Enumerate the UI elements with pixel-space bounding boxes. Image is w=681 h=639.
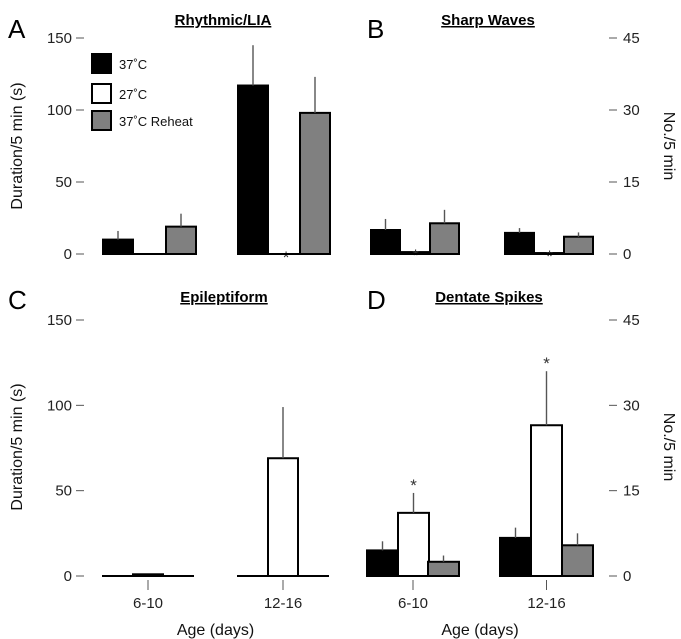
panel-letter: B	[367, 14, 384, 44]
bar	[267, 457, 299, 577]
y-tick-label: 0	[64, 568, 72, 585]
y-tick-label: 100	[47, 102, 72, 119]
bar	[563, 235, 594, 256]
y-tick-label: 0	[623, 568, 631, 585]
y-tick-label: 45	[623, 30, 640, 47]
y-axis-title: No./5 min	[660, 112, 677, 180]
panel-b: B Sharp Waves 0 15 30 45 No./5 min * *	[367, 12, 677, 266]
y-tick-label: 50	[55, 483, 72, 500]
bar	[561, 544, 594, 578]
panel-title: Rhythmic/LIA	[175, 12, 272, 29]
y-tick-label: 0	[623, 246, 631, 263]
y-axis-title: Duration/5 min (s)	[9, 383, 26, 510]
y-tick-label: 30	[623, 397, 640, 414]
significance-marker: *	[546, 247, 553, 266]
significance-marker: *	[412, 246, 419, 265]
bar	[237, 84, 269, 255]
panel-letter: C	[8, 285, 27, 315]
bar	[102, 238, 134, 256]
legend-label: 37˚C Reheat	[119, 114, 193, 129]
panel-letter: A	[8, 14, 26, 44]
bar	[429, 222, 460, 255]
bar	[165, 225, 197, 255]
x-tick-label: 6-10	[398, 595, 428, 612]
bar	[499, 536, 532, 578]
significance-marker: *	[283, 248, 290, 267]
bar	[397, 511, 430, 577]
y-tick-label: 45	[623, 312, 640, 329]
bar	[366, 549, 399, 578]
significance-marker: *	[410, 476, 417, 495]
legend-label: 27˚C	[119, 87, 147, 102]
x-tick-label: 12-16	[527, 595, 565, 612]
panel-a: A Rhythmic/LIA 0 50 100 150 Duration/5 min (s)…	[8, 12, 331, 267]
y-tick-label: 150	[47, 30, 72, 47]
bar	[370, 229, 401, 255]
y-tick-label: 15	[623, 483, 640, 500]
x-tick-label: 6-10	[133, 595, 163, 612]
panel-letter: D	[367, 285, 386, 315]
x-axis-title: Age (days)	[441, 622, 518, 639]
y-tick-label: 0	[64, 246, 72, 263]
bar	[427, 560, 460, 577]
y-tick-label: 15	[623, 174, 640, 191]
panel-title: Dentate Spikes	[435, 289, 543, 306]
significance-marker: *	[543, 354, 550, 373]
y-tick-label: 30	[623, 102, 640, 119]
bar	[530, 424, 563, 577]
y-axis-title: No./5 min	[660, 413, 677, 481]
legend-swatch	[91, 53, 112, 74]
y-axis-title: Duration/5 min (s)	[9, 82, 26, 209]
panel-title: Sharp Waves	[441, 12, 535, 29]
bar	[299, 111, 331, 255]
x-tick-label: 12-16	[264, 595, 302, 612]
panel-d: D Dentate Spikes 0 15 30 45 No./5 min * * 6-10 12-…	[366, 285, 677, 639]
y-tick-label: 150	[47, 312, 72, 329]
legend-label: 37˚C	[119, 57, 147, 72]
panel-c: C Epileptiform 0 50 100 150 Duration/5 min (s)…	[8, 285, 329, 639]
x-axis-title: Age (days)	[177, 622, 254, 639]
legend-swatch	[91, 83, 112, 104]
y-tick-label: 100	[47, 397, 72, 414]
y-tick-label: 50	[55, 174, 72, 191]
panel-title: Epileptiform	[180, 289, 268, 306]
legend-swatch	[91, 110, 112, 131]
bar	[504, 231, 535, 256]
